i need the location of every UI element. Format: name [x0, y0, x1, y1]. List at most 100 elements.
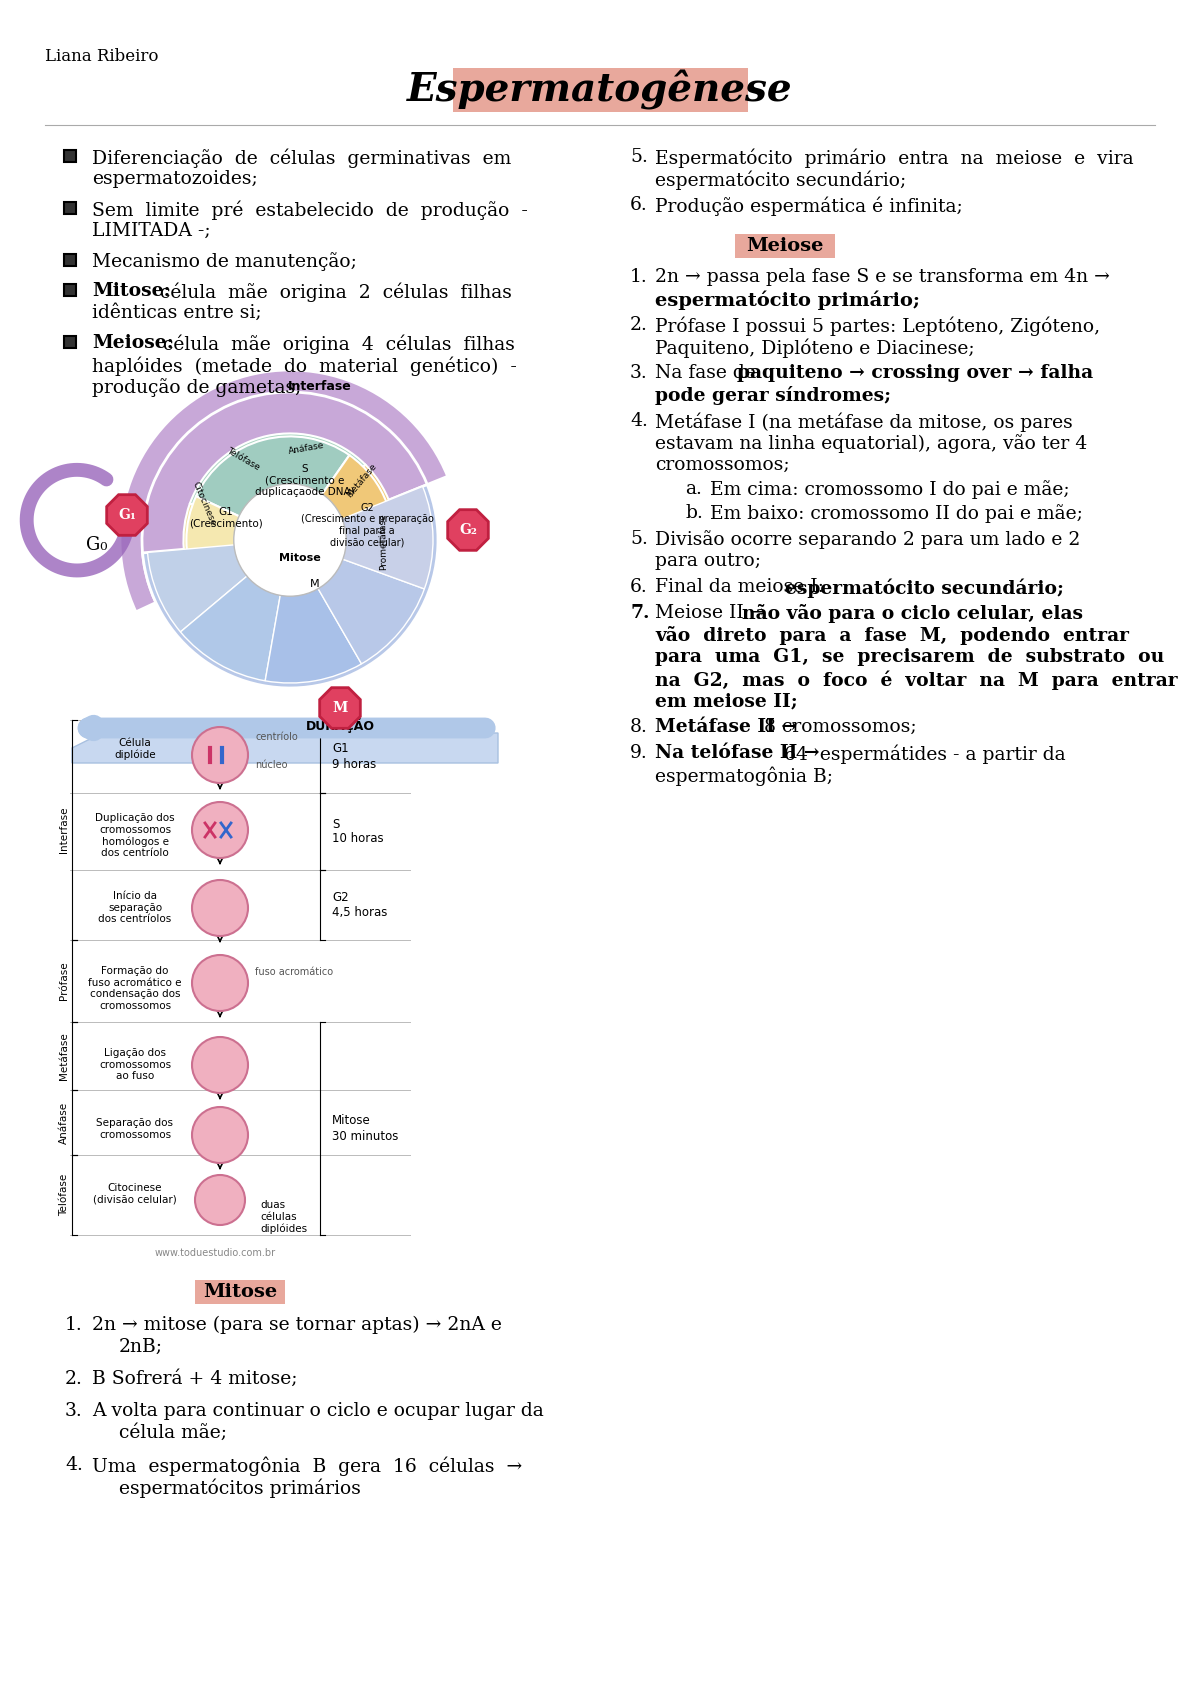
Text: célula  mãe  origina  4  células  filhas: célula mãe origina 4 células filhas: [157, 334, 515, 353]
Text: Meiose II →: Meiose II →: [655, 604, 772, 623]
Text: Citocinese: Citocinese: [191, 480, 217, 528]
Text: Interfase: Interfase: [288, 380, 352, 394]
Text: 2n → mitose (para se tornar aptas) → 2nA e: 2n → mitose (para se tornar aptas) → 2nA…: [92, 1315, 502, 1334]
Wedge shape: [190, 433, 365, 540]
Text: DURAÇÃO: DURAÇÃO: [306, 718, 374, 733]
Text: espermatozoides;: espermatozoides;: [92, 170, 258, 188]
Text: núcleo: núcleo: [256, 760, 288, 770]
FancyBboxPatch shape: [194, 1280, 286, 1303]
Text: Telófase: Telófase: [226, 446, 262, 472]
Text: Separação dos
cromossomos: Separação dos cromossomos: [96, 1118, 174, 1140]
Text: Mecanismo de manutenção;: Mecanismo de manutenção;: [92, 251, 356, 272]
Wedge shape: [180, 540, 290, 680]
Wedge shape: [290, 540, 425, 664]
Text: Final da meiose I:: Final da meiose I:: [655, 579, 830, 596]
Circle shape: [192, 1037, 248, 1093]
Text: Em baixo: cromossomo II do pai e mãe;: Em baixo: cromossomo II do pai e mãe;: [710, 504, 1082, 523]
Text: 2.: 2.: [630, 316, 648, 334]
Polygon shape: [107, 494, 148, 535]
Text: Interfase: Interfase: [59, 806, 70, 854]
Text: Mitose:: Mitose:: [92, 282, 170, 300]
Text: b.: b.: [685, 504, 703, 523]
Text: espermatócitos primários: espermatócitos primários: [119, 1478, 361, 1497]
Text: Espermatócito  primário  entra  na  meiose  e  vira: Espermatócito primário entra na meiose e…: [655, 148, 1134, 168]
Circle shape: [192, 803, 248, 859]
Text: Metáfase: Metáfase: [344, 462, 378, 499]
Text: espermatócito primário;: espermatócito primário;: [655, 290, 920, 309]
Polygon shape: [319, 687, 360, 728]
Text: G2
4,5 horas: G2 4,5 horas: [332, 891, 388, 920]
FancyBboxPatch shape: [452, 68, 748, 112]
Text: Anáfase: Anáfase: [288, 441, 325, 456]
Text: 64  espermátides - a partir da: 64 espermátides - a partir da: [778, 743, 1066, 764]
Text: duas
células
diplóides: duas células diplóides: [260, 1200, 307, 1234]
Text: Prófase: Prófase: [59, 962, 70, 1000]
Text: a.: a.: [685, 480, 702, 497]
Wedge shape: [142, 392, 427, 602]
Text: M: M: [332, 701, 348, 714]
Text: www.toduestudio.com.br: www.toduestudio.com.br: [155, 1247, 276, 1257]
Text: espermatogônia B;: espermatogônia B;: [655, 765, 833, 786]
Text: Divisão ocorre separando 2 para um lado e 2: Divisão ocorre separando 2 para um lado …: [655, 529, 1080, 548]
Text: Meiose:: Meiose:: [92, 334, 174, 351]
Circle shape: [194, 1174, 245, 1225]
Text: Telófase: Telófase: [59, 1174, 70, 1217]
Text: S
10 horas: S 10 horas: [332, 818, 384, 845]
Text: A volta para continuar o ciclo e ocupar lugar da: A volta para continuar o ciclo e ocupar …: [92, 1402, 544, 1420]
Text: G1
(Crescimento): G1 (Crescimento): [190, 507, 263, 528]
Text: 8.: 8.: [630, 718, 648, 736]
Text: Mitose: Mitose: [280, 553, 320, 563]
Circle shape: [234, 484, 347, 596]
Text: Metáfase I (na metáfase da mitose, os pares: Metáfase I (na metáfase da mitose, os pa…: [655, 412, 1073, 431]
Text: 4.: 4.: [65, 1456, 83, 1475]
Text: espermatócito secundário;: espermatócito secundário;: [785, 579, 1064, 597]
Text: idênticas entre si;: idênticas entre si;: [92, 304, 262, 322]
Text: Ligação dos
cromossomos
ao fuso: Ligação dos cromossomos ao fuso: [98, 1049, 172, 1081]
Text: 4.: 4.: [630, 412, 648, 429]
Bar: [64, 336, 76, 348]
Wedge shape: [143, 485, 438, 687]
Text: 1.: 1.: [630, 268, 648, 287]
Text: 5.: 5.: [630, 529, 648, 548]
Text: 7.: 7.: [630, 604, 649, 623]
Text: Uma  espermatogônia  B  gera  16  células  →: Uma espermatogônia B gera 16 células →: [92, 1456, 522, 1475]
Wedge shape: [148, 540, 290, 631]
Text: cromossomos;: cromossomos;: [655, 456, 790, 473]
Text: Metáfase II →: Metáfase II →: [655, 718, 797, 736]
Text: G₀: G₀: [86, 536, 108, 553]
Text: Duplicação dos
cromossomos
homólogos e
dos centríolo: Duplicação dos cromossomos homólogos e d…: [95, 813, 175, 859]
Wedge shape: [184, 433, 389, 585]
Circle shape: [192, 955, 248, 1011]
Text: Espermatogênese: Espermatogênese: [407, 70, 793, 110]
Text: fuso acromático: fuso acromático: [256, 967, 334, 977]
Wedge shape: [290, 465, 396, 567]
Text: Formação do
fuso acromático e
condensação dos
cromossomos: Formação do fuso acromático e condensaçã…: [89, 966, 181, 1011]
Text: na  G2,  mas  o  foco  é  voltar  na  M  para  entrar: na G2, mas o foco é voltar na M para ent…: [655, 670, 1177, 689]
Text: Citocinese
(divisão celular): Citocinese (divisão celular): [94, 1183, 176, 1205]
Text: Metáfase: Metáfase: [59, 1032, 70, 1079]
Text: pode gerar síndromes;: pode gerar síndromes;: [655, 385, 892, 406]
Bar: [64, 283, 76, 295]
Text: Produção espermática é infinita;: Produção espermática é infinita;: [655, 195, 962, 216]
Text: 2.: 2.: [65, 1369, 83, 1388]
Text: espermatócito secundário;: espermatócito secundário;: [655, 170, 906, 190]
Text: haplóides  (metade  do  material  genético)  -: haplóides (metade do material genético) …: [92, 356, 517, 375]
Wedge shape: [142, 392, 427, 602]
Wedge shape: [290, 455, 394, 567]
Circle shape: [192, 1106, 248, 1162]
Text: Na fase de: Na fase de: [655, 363, 762, 382]
Text: 8 cromossomos;: 8 cromossomos;: [758, 718, 917, 736]
Polygon shape: [72, 733, 498, 764]
Wedge shape: [265, 540, 361, 682]
Text: para  uma  G1,  se  precisarem  de  substrato  ou: para uma G1, se precisarem de substrato …: [655, 648, 1164, 665]
Wedge shape: [184, 504, 290, 594]
Text: Prometáfase: Prometáfase: [378, 512, 389, 570]
Wedge shape: [186, 496, 290, 584]
Text: LIMITADA -;: LIMITADA -;: [92, 222, 211, 239]
Text: 5.: 5.: [630, 148, 648, 166]
Text: para outro;: para outro;: [655, 552, 761, 570]
Text: Em cima: cromossomo I do pai e mãe;: Em cima: cromossomo I do pai e mãe;: [710, 480, 1069, 499]
Text: G2
(Crescimento e preparação
final para a
divisão celular): G2 (Crescimento e preparação final para …: [300, 502, 433, 548]
Text: 3.: 3.: [65, 1402, 83, 1420]
Text: estavam na linha equatorial), agora, vão ter 4: estavam na linha equatorial), agora, vão…: [655, 434, 1087, 453]
